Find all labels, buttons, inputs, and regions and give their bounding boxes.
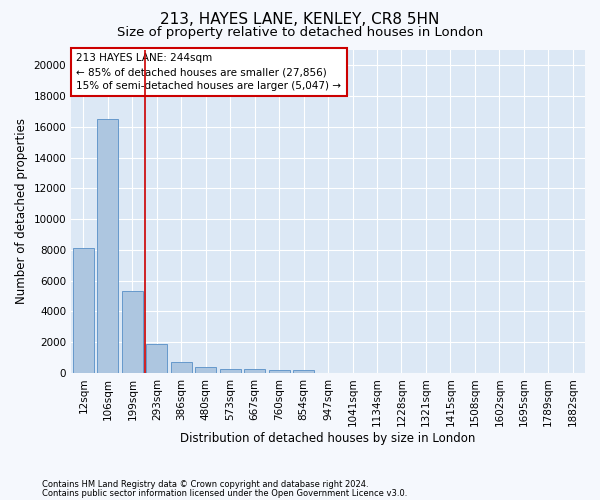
Bar: [97, 119, 118, 373]
Text: Size of property relative to detached houses in London: Size of property relative to detached ho…: [117, 26, 483, 39]
Bar: [196, 368, 216, 373]
Bar: [293, 370, 314, 373]
Bar: [244, 370, 265, 373]
Text: 213, HAYES LANE, KENLEY, CR8 5HN: 213, HAYES LANE, KENLEY, CR8 5HN: [160, 12, 440, 28]
Bar: [220, 368, 241, 373]
Text: 213 HAYES LANE: 244sqm
← 85% of detached houses are smaller (27,856)
15% of semi: 213 HAYES LANE: 244sqm ← 85% of detached…: [76, 53, 341, 91]
Bar: [146, 344, 167, 373]
X-axis label: Distribution of detached houses by size in London: Distribution of detached houses by size …: [181, 432, 476, 445]
Bar: [122, 292, 143, 373]
Bar: [171, 362, 191, 373]
Y-axis label: Number of detached properties: Number of detached properties: [15, 118, 28, 304]
Bar: [73, 248, 94, 373]
Text: Contains public sector information licensed under the Open Government Licence v3: Contains public sector information licen…: [42, 489, 407, 498]
Text: Contains HM Land Registry data © Crown copyright and database right 2024.: Contains HM Land Registry data © Crown c…: [42, 480, 368, 489]
Bar: [269, 370, 290, 373]
